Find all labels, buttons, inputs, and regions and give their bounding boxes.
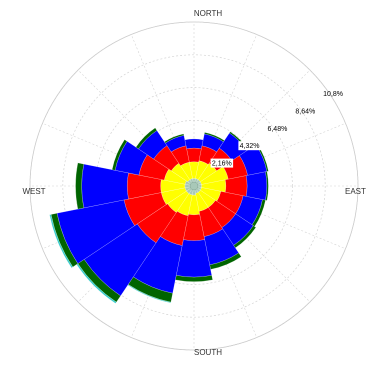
sector-NNW-band-4 [164, 133, 185, 144]
sector-SSE-band-4 [209, 252, 242, 270]
ring-label-2: 6,48% [267, 126, 287, 133]
compass-label-south: SOUTH [194, 348, 222, 357]
ring-label-box-0 [210, 158, 234, 168]
grid-ring-3 [62, 54, 326, 318]
sector-WNW-band-1 [163, 168, 187, 185]
ring-label-text-4: 10,8% [323, 91, 343, 98]
sector-WSW-band-5 [49, 214, 74, 269]
sector-SE-band-3 [221, 213, 254, 246]
grid-spoke-NNE [193, 34, 258, 187]
grid-spoke-NW [77, 69, 195, 187]
sector-NW-band-4 [135, 127, 158, 150]
grid-ring-4 [29, 21, 359, 351]
sector-W-band-4 [75, 162, 85, 210]
sector-SSW-band-5 [127, 284, 172, 304]
compass-label-north: NORTH [194, 9, 223, 18]
sector-NNW-band-2 [170, 145, 190, 167]
sector-WNW-band-4 [111, 139, 128, 171]
ring-label-text-2: 6,48% [267, 126, 287, 133]
compass-label-west: WEST [22, 187, 45, 196]
sector-SSW-band-4 [127, 276, 173, 303]
sector-NNW-band-3 [164, 135, 187, 153]
compass-label-east: EAST [345, 187, 366, 196]
sector-S-band-3 [175, 239, 213, 278]
ring-label-4: 10,8% [323, 91, 343, 98]
sector-E-band-2 [224, 175, 248, 197]
ring-label-text-3: 8,64% [295, 109, 315, 116]
ring-label-1: 4,32% [238, 141, 261, 151]
grid-spoke-ESE [193, 185, 346, 250]
grid-spoke-NNW [130, 34, 195, 187]
sector-NW-band-3 [138, 130, 168, 160]
sector-N-band-3 [184, 138, 204, 150]
grid-spoke-NE [193, 69, 311, 187]
sector-SSE-band-3 [203, 228, 240, 266]
sector-NNE-band-2 [198, 145, 218, 165]
wind-sectors [49, 127, 269, 304]
compass-labels: NORTH EAST SOUTH WEST [22, 9, 366, 357]
sector-SE-band-4 [233, 225, 257, 249]
sector-NNW-band-1 [180, 161, 193, 181]
grid-spoke-SE [193, 185, 311, 303]
sector-SW-band-2 [136, 203, 177, 244]
sector-N-band-2 [186, 147, 202, 163]
grid-spoke-ENE [193, 122, 346, 187]
sector-S-band-4 [175, 275, 213, 282]
calm-center [189, 181, 199, 191]
sector-SSW-band-2 [159, 210, 189, 246]
ring-label-box-1 [238, 141, 261, 151]
ring-labels: 2,16% 4,32% 6,48% 8,64% 10,8% [210, 91, 343, 168]
sector-SSE-band-2 [198, 207, 224, 237]
ring-label-3: 8,64% [295, 109, 315, 116]
ring-label-0: 2,16% [210, 158, 234, 168]
sector-W-band-3 [81, 163, 129, 209]
sector-WNW-band-2 [138, 154, 170, 181]
sector-E-band-3 [245, 171, 268, 201]
ring-label-text-0: 2,16% [212, 161, 232, 168]
sector-WNW-band-3 [114, 140, 148, 176]
ring-label-text-1: 4,32% [240, 143, 260, 150]
